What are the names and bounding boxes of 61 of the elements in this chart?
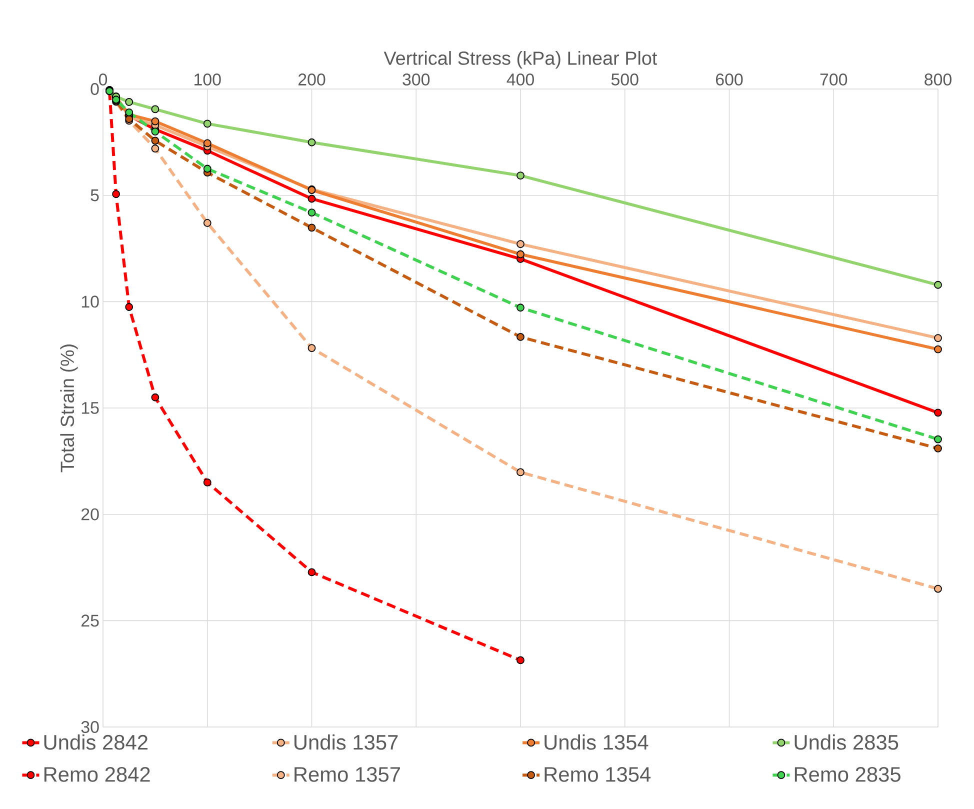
y-tick-label: 20 bbox=[82, 508, 99, 520]
point bbox=[151, 117, 160, 126]
y-tick-label: 30 bbox=[81, 721, 99, 734]
y-tick-label: 10 bbox=[82, 296, 99, 308]
point bbox=[516, 468, 524, 476]
point bbox=[151, 144, 160, 152]
x-axis-title: Vertrical Stress (kPa) Linear Plot bbox=[384, 51, 658, 69]
x-tick-label: 500 bbox=[611, 73, 638, 86]
legend-label: Remo 1357 bbox=[294, 767, 400, 782]
point bbox=[203, 478, 212, 486]
x-tick-label: 600 bbox=[716, 73, 743, 86]
point bbox=[516, 656, 524, 664]
point bbox=[203, 219, 212, 227]
point bbox=[934, 334, 942, 342]
x-tick-label: 400 bbox=[506, 73, 534, 86]
legend-label: Remo 2835 bbox=[794, 767, 900, 782]
point bbox=[934, 345, 942, 354]
y-tick-label: 25 bbox=[82, 614, 99, 627]
point bbox=[516, 333, 524, 341]
point bbox=[308, 208, 316, 217]
point bbox=[934, 408, 942, 417]
y-tick-label: 15 bbox=[82, 402, 99, 414]
point bbox=[125, 98, 134, 106]
x-tick-label: 100 bbox=[194, 73, 221, 86]
point bbox=[516, 304, 524, 312]
point bbox=[125, 303, 134, 311]
legend-label: Remo 2842 bbox=[44, 767, 150, 782]
y-axis-title: Total Strain (%) bbox=[60, 344, 78, 472]
point bbox=[151, 136, 160, 145]
point bbox=[308, 138, 316, 146]
point bbox=[934, 435, 942, 444]
legend-label: Remo 1354 bbox=[544, 767, 651, 782]
point bbox=[308, 344, 316, 352]
x-tick-label: 800 bbox=[924, 73, 952, 86]
point bbox=[934, 584, 942, 593]
point bbox=[308, 568, 316, 576]
point bbox=[203, 120, 212, 128]
point bbox=[203, 139, 212, 148]
point bbox=[516, 240, 524, 248]
legend-label: Undis 2835 bbox=[794, 734, 898, 750]
point bbox=[125, 108, 134, 116]
x-tick-label: 0 bbox=[98, 73, 108, 86]
point bbox=[516, 250, 524, 258]
y-tick-label: 0 bbox=[90, 83, 99, 96]
point bbox=[203, 164, 212, 173]
point bbox=[308, 194, 316, 203]
point bbox=[151, 393, 160, 402]
legend-label: Undis 1357 bbox=[294, 734, 398, 750]
point bbox=[151, 105, 160, 114]
point bbox=[151, 128, 160, 136]
legend-label: Undis 1354 bbox=[544, 734, 648, 750]
point bbox=[112, 190, 120, 198]
point bbox=[934, 444, 942, 452]
point bbox=[934, 280, 942, 289]
y-tick-label: 5 bbox=[90, 189, 99, 202]
point bbox=[308, 224, 316, 232]
point bbox=[516, 172, 524, 180]
x-tick-label: 300 bbox=[402, 73, 430, 86]
x-tick-label: 200 bbox=[298, 73, 326, 86]
x-tick-label: 700 bbox=[820, 73, 848, 86]
legend-label: Undis 2842 bbox=[44, 734, 148, 750]
